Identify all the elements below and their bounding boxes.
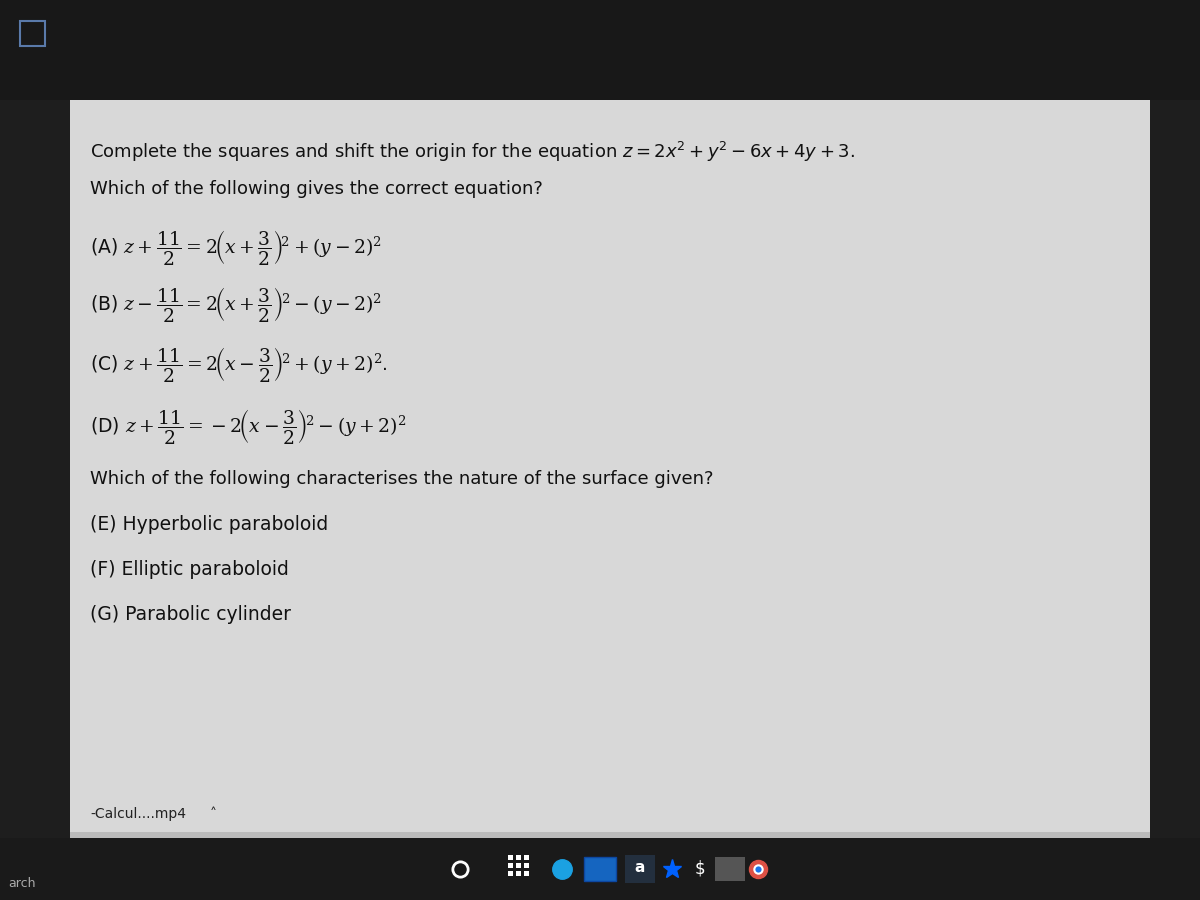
FancyBboxPatch shape <box>0 0 74 65</box>
Text: arch: arch <box>8 877 36 890</box>
Text: (G) Parabolic cylinder: (G) Parabolic cylinder <box>90 605 292 624</box>
Text: (E) Hyperbolic paraboloid: (E) Hyperbolic paraboloid <box>90 515 329 534</box>
Bar <box>508 863 514 868</box>
Text: (D) $z + \dfrac{11}{2} = -2\!\left(x - \dfrac{3}{2}\right)^{\!2} - (y + 2)^2$: (D) $z + \dfrac{11}{2} = -2\!\left(x - \… <box>90 407 407 446</box>
FancyBboxPatch shape <box>715 857 745 881</box>
Bar <box>524 871 529 876</box>
FancyBboxPatch shape <box>0 0 1200 100</box>
Bar <box>516 863 521 868</box>
FancyBboxPatch shape <box>625 855 655 883</box>
Text: a: a <box>635 860 646 876</box>
FancyBboxPatch shape <box>70 100 1150 835</box>
Text: (C) $z + \dfrac{11}{2} = 2\!\left(x - \dfrac{3}{2}\right)^{\!2} + (y + 2)^2$.: (C) $z + \dfrac{11}{2} = 2\!\left(x - \d… <box>90 345 388 384</box>
Bar <box>508 855 514 860</box>
Bar <box>516 855 521 860</box>
FancyBboxPatch shape <box>0 838 1200 900</box>
Text: $: $ <box>695 860 706 878</box>
Text: -Calcul....mp4: -Calcul....mp4 <box>90 807 186 821</box>
Text: (A) $z + \dfrac{11}{2} = 2\!\left(x + \dfrac{3}{2}\right)^{\!2} + (y - 2)^2$: (A) $z + \dfrac{11}{2} = 2\!\left(x + \d… <box>90 228 382 267</box>
Bar <box>516 871 521 876</box>
Text: Which of the following characterises the nature of the surface given?: Which of the following characterises the… <box>90 470 714 488</box>
Bar <box>508 871 514 876</box>
FancyBboxPatch shape <box>584 857 616 881</box>
Text: Complete the squares and shift the origin for the equation $z = 2x^2 + y^2 - 6x : Complete the squares and shift the origi… <box>90 140 854 164</box>
Bar <box>524 863 529 868</box>
Text: ˄: ˄ <box>210 807 217 821</box>
Text: Which of the following gives the correct equation?: Which of the following gives the correct… <box>90 180 542 198</box>
Text: (F) Elliptic paraboloid: (F) Elliptic paraboloid <box>90 560 289 579</box>
FancyBboxPatch shape <box>70 832 1150 842</box>
Text: (B) $z - \dfrac{11}{2} = 2\!\left(x + \dfrac{3}{2}\right)^{\!2} - (y - 2)^2$: (B) $z - \dfrac{11}{2} = 2\!\left(x + \d… <box>90 285 382 324</box>
Bar <box>524 855 529 860</box>
